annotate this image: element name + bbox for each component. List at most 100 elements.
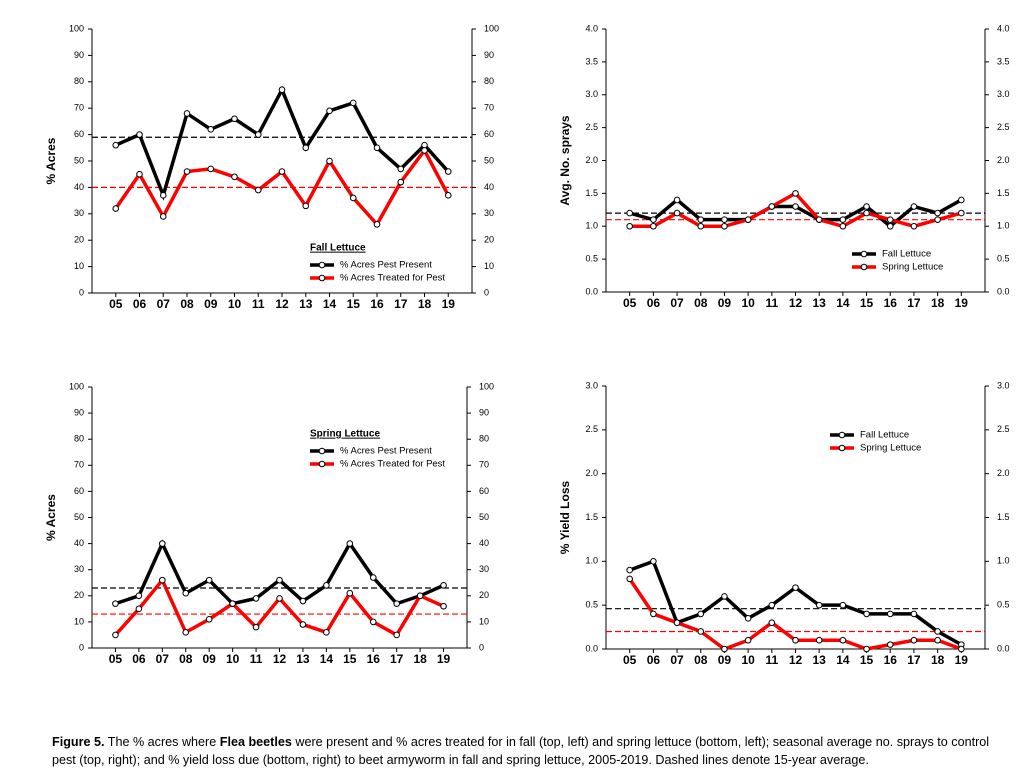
series-line <box>114 539 445 606</box>
data-point <box>744 636 752 644</box>
y-tick-label: 60 <box>74 486 84 496</box>
data-point <box>373 144 381 152</box>
legend-marker <box>318 447 326 455</box>
data-point <box>323 629 330 636</box>
x-tick-label: 19 <box>955 296 969 310</box>
y2-tick-label: 1.0 <box>997 221 1010 231</box>
data-point <box>697 216 705 223</box>
x-tick-label: 05 <box>109 652 123 666</box>
y2-tick-label: 2.5 <box>997 122 1010 132</box>
x-tick-label: 16 <box>884 296 898 310</box>
data-point <box>421 141 428 149</box>
x-tick-label: 12 <box>789 296 803 310</box>
data-point <box>958 196 965 204</box>
x-tick-label: 10 <box>741 653 755 667</box>
data-point <box>650 610 657 618</box>
legend-title: Fall Lettuce <box>310 243 366 254</box>
y2-tick-label: 100 <box>479 381 494 391</box>
data-point <box>792 584 799 591</box>
x-tick-label: 18 <box>931 296 945 310</box>
legend-title: Spring Lettuce <box>310 429 380 440</box>
series-line <box>115 85 450 201</box>
y-tick-label: 1.5 <box>585 188 598 198</box>
x-tick-label: 08 <box>180 297 194 311</box>
data-point <box>326 107 333 115</box>
data-point <box>768 203 776 210</box>
y2-tick-label: 80 <box>479 434 489 444</box>
y-tick-label: 1.0 <box>585 221 598 231</box>
data-point <box>397 165 405 173</box>
data-point <box>934 636 941 644</box>
data-point <box>326 157 333 165</box>
x-tick-label: 05 <box>109 297 123 311</box>
data-point <box>863 203 870 210</box>
x-tick-label: 14 <box>323 297 337 311</box>
caption-text: were present and % acres treated for in … <box>52 735 990 767</box>
x-tick-label: 17 <box>394 297 408 311</box>
y-tick-label: 0.0 <box>585 286 598 296</box>
data-point <box>934 628 941 635</box>
data-point <box>393 631 400 639</box>
y2-tick-label: 1.5 <box>997 188 1010 198</box>
data-point <box>697 222 705 230</box>
data-point <box>205 615 213 623</box>
y2-tick-label: 90 <box>479 407 489 417</box>
x-tick-label: 19 <box>442 297 456 311</box>
legend-label: Spring Lettuce <box>860 443 921 454</box>
data-point <box>346 540 354 547</box>
data-point <box>673 619 681 627</box>
legend-label: % Acres Pest Present <box>340 446 432 457</box>
x-tick-label: 10 <box>228 297 242 311</box>
legend-label: Fall Lettuce <box>860 430 909 441</box>
legend-label: % Acres Treated for Pest <box>340 273 445 284</box>
data-point <box>650 222 657 230</box>
y-tick-label: 2.0 <box>585 468 598 478</box>
y2-tick-label: 0 <box>484 287 489 297</box>
y2-tick-label: 0 <box>479 642 484 652</box>
y-tick-label: 60 <box>74 129 84 139</box>
data-point <box>252 623 260 631</box>
data-point <box>886 216 894 223</box>
y-tick-label: 0.0 <box>585 643 598 653</box>
x-tick-label: 06 <box>133 297 147 311</box>
x-tick-label: 13 <box>299 297 313 311</box>
data-point <box>721 222 728 230</box>
data-point <box>349 99 357 107</box>
data-point <box>768 601 776 609</box>
y2-tick-label: 80 <box>484 76 494 86</box>
x-tick-label: 13 <box>296 652 310 666</box>
y-tick-label: 90 <box>74 50 84 60</box>
y2-tick-label: 10 <box>479 616 489 626</box>
data-point <box>839 222 847 230</box>
x-tick-label: 13 <box>813 653 827 667</box>
data-point <box>886 222 894 230</box>
x-tick-label: 19 <box>437 652 451 666</box>
y-tick-label: 50 <box>74 512 84 522</box>
data-point <box>958 209 965 217</box>
y2-tick-label: 20 <box>484 235 494 245</box>
legend-label: % Acres Pest Present <box>340 260 432 271</box>
y2-tick-label: 50 <box>484 155 494 165</box>
x-tick-label: 13 <box>813 296 827 310</box>
y2-tick-label: 0.0 <box>997 286 1010 296</box>
x-tick-label: 15 <box>343 652 357 666</box>
x-tick-label: 15 <box>860 653 874 667</box>
data-point <box>839 636 847 644</box>
caption: Figure 5. The % acres where Flea beetles… <box>52 733 1012 769</box>
y2-tick-label: 0.0 <box>997 643 1010 653</box>
x-tick-label: 07 <box>670 653 684 667</box>
data-point <box>650 558 657 565</box>
data-point <box>112 600 119 607</box>
y-tick-label: 50 <box>74 155 84 165</box>
data-point <box>323 582 330 589</box>
y2-tick-label: 2.0 <box>997 155 1010 165</box>
y2-tick-label: 2.5 <box>997 424 1010 434</box>
data-point <box>182 629 190 636</box>
data-point <box>299 597 307 605</box>
y-tick-label: 100 <box>69 381 84 391</box>
legend-marker <box>318 274 326 282</box>
y-tick-label: 4.0 <box>585 23 598 33</box>
x-tick-label: 12 <box>789 653 803 667</box>
